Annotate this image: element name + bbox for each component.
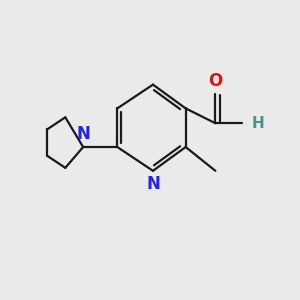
Text: N: N: [76, 125, 90, 143]
Text: N: N: [146, 175, 160, 193]
Text: O: O: [208, 72, 223, 90]
Text: H: H: [252, 116, 264, 131]
